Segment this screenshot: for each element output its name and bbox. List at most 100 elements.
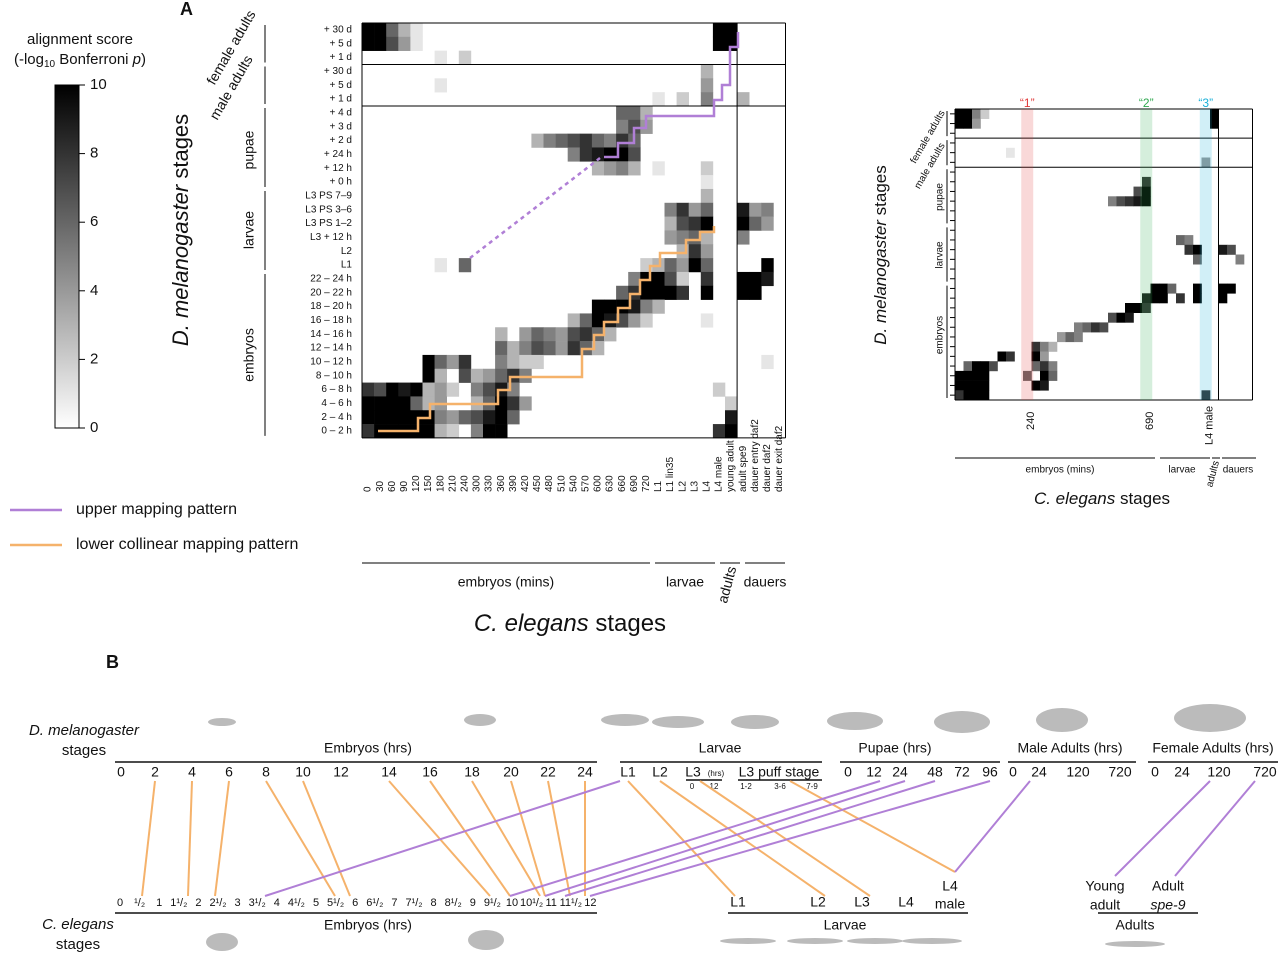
stage-tick-label: ¹/₂ [134, 897, 145, 909]
heatmap-cell [700, 64, 714, 79]
heatmap-cell [495, 410, 508, 425]
heatmap-cell [398, 36, 411, 51]
col-label: dauer entry daf2 [750, 419, 761, 492]
heatmap-cell [1210, 109, 1219, 119]
heatmap-cell [410, 36, 423, 51]
heatmap-cell [1082, 322, 1092, 333]
heatmap-cell [604, 161, 617, 176]
stage-tick-label: 0 [1009, 764, 1017, 780]
heatmap-cell [737, 92, 750, 107]
stage-tick-label: 6 [225, 764, 233, 780]
row-group-label: embryos [241, 328, 257, 382]
heatmap-cell [458, 368, 472, 383]
colorbar [54, 84, 80, 429]
heatmap-cell [543, 133, 556, 148]
heatmap-cell [761, 354, 774, 370]
heatmap-cell [972, 118, 981, 129]
heatmap-cell [422, 424, 435, 439]
heatmap-cell [374, 382, 387, 397]
heatmap-cell [1040, 361, 1049, 372]
col-label: 300 [472, 475, 483, 492]
heatmap-cell [386, 23, 399, 38]
stage-tick-label: 2 [195, 897, 201, 909]
heatmap-cell [761, 216, 774, 231]
heatmap-cell [374, 396, 387, 411]
heatmap-cell [1031, 341, 1041, 352]
upper-mapping-link [544, 780, 906, 897]
stage-tick-label: 24 [577, 764, 593, 780]
inset-row-group: embryos [935, 316, 946, 354]
heatmap-cell [1040, 370, 1049, 381]
heatmap-cell [483, 410, 496, 425]
row-label: 14 – 16 h [310, 329, 352, 340]
stage-tick-label: adult [1090, 897, 1120, 913]
heatmap-cell [628, 161, 641, 176]
heatmap-cell [676, 285, 689, 300]
heatmap-cell [1176, 235, 1185, 246]
upper-mapping-link [509, 780, 881, 897]
col-label: 690 [629, 475, 640, 492]
heatmap-cell [676, 258, 689, 273]
heatmap-cell [989, 361, 998, 372]
heatmap-cell [1142, 303, 1151, 313]
row-label: L3 PS 1–2 [305, 218, 352, 229]
heatmap-cell [700, 313, 714, 328]
heatmap-cell [963, 109, 973, 119]
heatmap-cell [725, 424, 738, 439]
heatmap-cell [410, 410, 423, 425]
stage-tick-label: 72 [954, 764, 970, 780]
heatmap-cell [640, 285, 653, 300]
heatmap-cell [664, 216, 677, 231]
heatmap-cell [700, 92, 714, 107]
stage-tick-label: male [935, 896, 966, 912]
col-label: 660 [617, 475, 628, 492]
heatmap-cell [712, 382, 726, 397]
heatmap-cell [1031, 361, 1041, 372]
row-label: L1 [341, 260, 353, 271]
heatmap-cell [604, 147, 617, 162]
col-group-label: dauers [744, 574, 787, 590]
col-label: 540 [568, 475, 579, 492]
stage-tick-label: 14 [381, 764, 397, 780]
row-group-label: larvae [241, 211, 257, 249]
heatmap-cell [1193, 254, 1202, 265]
heatmap-cell [761, 258, 774, 273]
band-label: “3” [1198, 96, 1213, 110]
heatmap-cell [737, 216, 750, 231]
heatmap-cell [652, 161, 665, 176]
heatmap-cell [362, 36, 375, 51]
inset-y-title: D. melanogaster stages [871, 165, 890, 345]
specimen-images [206, 704, 1246, 951]
lower-mapping-path [378, 226, 716, 433]
highlight-band [1021, 109, 1034, 400]
stage-tick-label: 0 [117, 764, 125, 780]
row-label: + 0 h [329, 177, 352, 188]
lower-mapping-link [699, 780, 871, 897]
heatmap-cell [446, 382, 460, 397]
heatmap-cell [422, 382, 435, 397]
lower-mapping-link [429, 780, 511, 897]
heatmap-cell [700, 271, 714, 287]
heatmap-cell [1108, 196, 1117, 207]
heatmap-cell [374, 36, 387, 51]
col-label: L4 [701, 480, 712, 492]
heatmap-cell [1159, 283, 1168, 294]
heatmap-cell [963, 118, 973, 129]
row-label: + 30 d [324, 25, 352, 36]
heatmap-cell [458, 258, 472, 273]
inset-col-group: embryos (mins) [1026, 465, 1095, 476]
stage-tick-label: 11 [545, 897, 556, 909]
heatmap-cell [963, 390, 973, 401]
heatmap-cell [434, 368, 447, 383]
colorbar-tick-label: 10 [90, 76, 107, 93]
inset-x-tick: 240 [1025, 412, 1037, 430]
heatmap-cell [963, 380, 973, 391]
heatmap-cell [1201, 390, 1211, 401]
heatmap-cell [410, 396, 423, 411]
heatmap-cell [362, 424, 375, 439]
col-label: 600 [593, 475, 604, 492]
heatmap-cell [507, 410, 520, 425]
heatmap-cell [972, 380, 981, 391]
inset-col-group: larvae [1168, 465, 1196, 476]
heatmap-cell [483, 368, 496, 383]
